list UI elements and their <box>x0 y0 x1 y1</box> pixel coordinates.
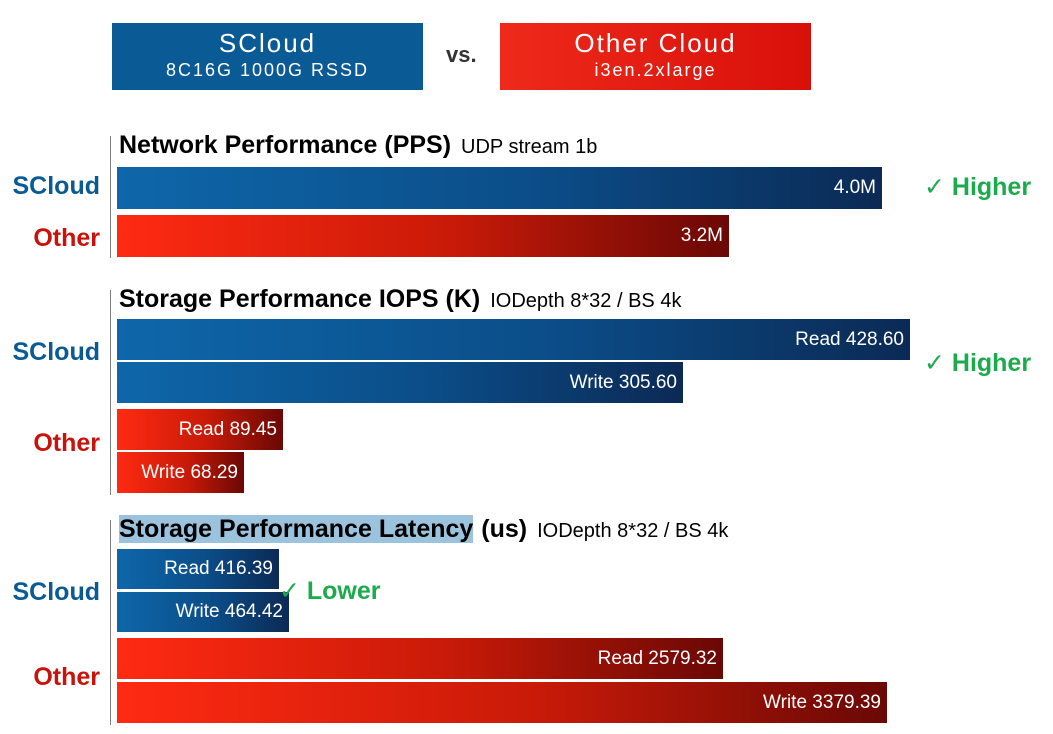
iops-chart-subtitle: IODepth 8*32 / BS 4k <box>490 290 682 312</box>
scloud-header-title: SCloud <box>218 28 317 58</box>
network-scloud-bar-label: 4.0M <box>833 177 876 198</box>
iops-other-read-label: Read 89.45 <box>178 418 277 440</box>
scloud-header-box: SCloud 8C16G 1000G RSSD <box>112 23 423 90</box>
iops-other-read-bar: Read 89.45 <box>117 409 283 450</box>
network-axis-line <box>110 136 111 258</box>
latency-chart-title: Storage Performance Latency <box>119 515 474 543</box>
latency-chart-subtitle: IODepth 8*32 / BS 4k <box>537 520 729 542</box>
iops-axis-line <box>110 290 111 495</box>
other-cloud-header-subtitle: i3en.2xlarge <box>594 60 717 80</box>
latency-axis-line <box>110 520 111 725</box>
latency-scloud-read-bar: Read 416.39 <box>117 549 279 589</box>
network-chart-title-row: Network Performance (PPS) UDP stream 1b <box>119 131 597 160</box>
iops-scloud-read-bar: Read 428.60 <box>117 319 910 360</box>
latency-other-write-bar: Write 3379.39 <box>117 682 887 723</box>
other-cloud-header-title: Other Cloud <box>574 28 737 58</box>
iops-verdict: ✓ Higher <box>924 349 1032 377</box>
iops-scloud-write-bar: Write 305.60 <box>117 362 683 403</box>
network-verdict: ✓ Higher <box>924 173 1032 201</box>
latency-scloud-read-label: Read 416.39 <box>164 558 273 579</box>
iops-other-write-bar: Write 68.29 <box>117 452 244 493</box>
network-scloud-bar: 4.0M <box>117 167 882 209</box>
other-cloud-header-box: Other Cloud i3en.2xlarge <box>500 23 811 90</box>
latency-scloud-label: SCloud <box>12 578 101 606</box>
iops-other-label: Other <box>33 429 100 457</box>
network-scloud-label: SCloud <box>12 172 101 200</box>
vs-label: vs. <box>446 42 477 67</box>
latency-other-read-label: Read 2579.32 <box>597 647 717 669</box>
iops-chart-title: Storage Performance IOPS (K) <box>119 285 481 313</box>
scloud-header-subtitle: 8C16G 1000G RSSD <box>165 60 370 80</box>
iops-scloud-label: SCloud <box>12 338 101 366</box>
network-other-bar: 3.2M <box>117 215 729 257</box>
latency-chart-unit: (us) <box>481 515 528 543</box>
network-other-bar-label: 3.2M <box>680 225 723 246</box>
iops-scloud-write-label: Write 305.60 <box>569 371 677 393</box>
latency-chart-title-row: Storage Performance Latency (us) IODepth 8… <box>119 515 728 544</box>
latency-other-label: Other <box>33 663 100 691</box>
iops-scloud-read-label: Read 428.60 <box>795 328 904 350</box>
network-chart-subtitle: UDP stream 1b <box>461 136 598 158</box>
iops-chart-title-row: Storage Performance IOPS (K) IODepth 8*32… <box>119 285 681 314</box>
latency-scloud-write-label: Write 464.42 <box>175 601 283 622</box>
network-chart-title: Network Performance (PPS) <box>119 131 452 159</box>
latency-other-read-bar: Read 2579.32 <box>117 638 723 679</box>
latency-verdict: ✓ Lower <box>279 577 381 605</box>
latency-other-write-label: Write 3379.39 <box>763 691 881 713</box>
network-other-label: Other <box>33 224 100 252</box>
latency-scloud-write-bar: Write 464.42 <box>117 592 289 632</box>
iops-other-write-label: Write 68.29 <box>141 461 238 483</box>
